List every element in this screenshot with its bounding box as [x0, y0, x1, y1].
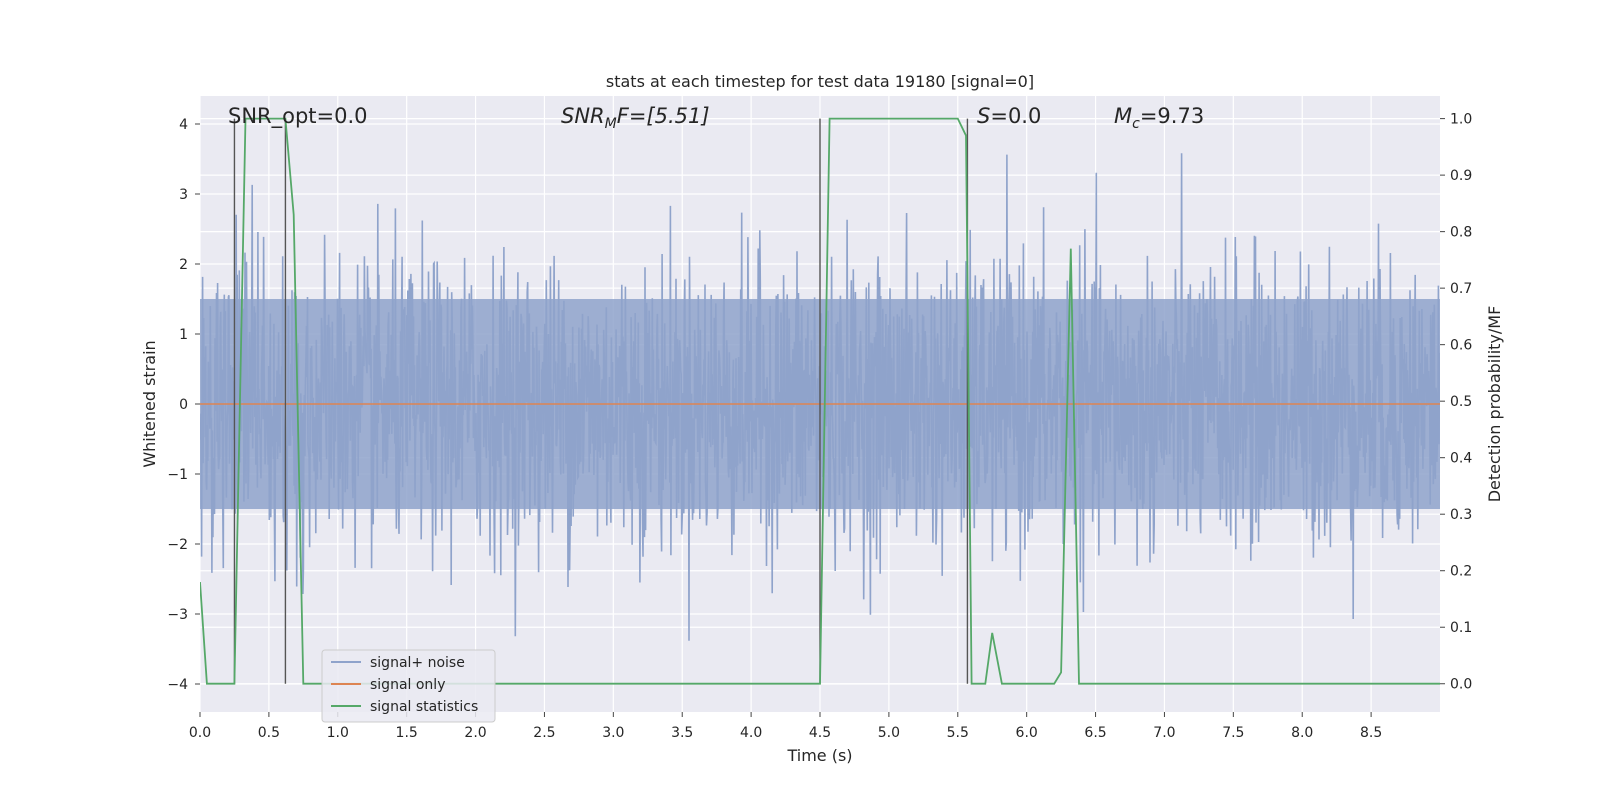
x-tick-label: 1.5 — [396, 725, 418, 741]
x-tick-label: 2.0 — [464, 725, 486, 741]
series-signal-statistics — [200, 117, 1440, 685]
annotation-mc: Mc=9.73 — [1114, 104, 1204, 132]
x-axis-ticks: 0.0 0.5 1.0 1.5 2.0 2.5 3.0 3.5 4.0 4.5 5.0 5.5 6.0 6… — [189, 712, 1382, 741]
annotation-snr-mf-tail: F=[5.51] — [617, 104, 710, 128]
y-right-tick-label: 0.2 — [1450, 564, 1472, 580]
y-right-tick-label: 0.0 — [1450, 677, 1472, 693]
x-tick-label: 8.5 — [1360, 725, 1382, 741]
x-tick-label: 6.5 — [1084, 725, 1106, 741]
y-right-tick-label: 0.1 — [1450, 620, 1472, 636]
x-tick-label: 3.0 — [602, 725, 624, 741]
x-tick-label: 1.0 — [327, 725, 349, 741]
y-right-tick-label: 0.4 — [1450, 451, 1472, 467]
annotation-snr-mf-sub: M — [605, 116, 617, 132]
y-left-tick-label: −1 — [167, 467, 188, 483]
y-axis-left-label: Whitened strain — [140, 340, 159, 467]
annotation-snr-mf-base: SNR — [561, 104, 605, 128]
y-right-tick-label: 0.7 — [1450, 281, 1472, 297]
y-right-tick-label: 0.3 — [1450, 507, 1472, 523]
annotation-s-tail: =0.0 — [990, 104, 1041, 128]
annotation-snr-opt: SNR_opt=0.0 — [228, 104, 368, 129]
legend-label-signal-statistics: signal statistics — [370, 699, 478, 715]
x-tick-label: 7.0 — [1153, 725, 1175, 741]
x-tick-label: 2.5 — [533, 725, 555, 741]
annotation-s: S=0.0 — [977, 104, 1041, 128]
legend: signal+ noise signal only signal statist… — [321, 649, 496, 723]
y-left-tick-label: 4 — [179, 117, 188, 133]
annotation-mc-sub: c — [1132, 116, 1140, 132]
annotation-mc-tail: =9.73 — [1140, 104, 1204, 128]
y-axis-right-label: Detection probability/MF — [1485, 306, 1504, 503]
annotation-s-base: S — [977, 104, 990, 128]
annotation-mc-base: M — [1114, 104, 1132, 128]
y-left-tick-label: 2 — [179, 257, 188, 273]
x-tick-label: 5.5 — [947, 725, 969, 741]
legend-label-signal-plus-noise: signal+ noise — [370, 655, 465, 671]
y-left-tick-label: −4 — [167, 677, 188, 693]
x-tick-label: 6.0 — [1016, 725, 1038, 741]
y-left-tick-label: 0 — [179, 397, 188, 413]
x-tick-label: 7.5 — [1222, 725, 1244, 741]
y-right-tick-label: 0.5 — [1450, 394, 1472, 410]
legend-box — [321, 649, 496, 723]
legend-label-signal-only: signal only — [370, 677, 445, 693]
y-left-tick-label: −3 — [167, 607, 188, 623]
y-left-tick-label: 3 — [179, 187, 188, 203]
x-tick-label: 8.0 — [1291, 725, 1313, 741]
x-tick-label: 4.5 — [809, 725, 831, 741]
y-right-tick-label: 1.0 — [1450, 112, 1472, 128]
x-tick-label: 3.5 — [671, 725, 693, 741]
x-tick-label: 4.0 — [740, 725, 762, 741]
x-tick-label: 0.0 — [189, 725, 211, 741]
annotation-snr-mf: SNRMF=[5.51] — [561, 104, 710, 132]
y-right-tick-label: 0.9 — [1450, 168, 1472, 184]
y-left-tick-label: −2 — [167, 537, 188, 553]
y-right-tick-label: 0.8 — [1450, 225, 1472, 241]
y-left-tick-label: 1 — [179, 327, 188, 343]
chart-title: stats at each timestep for test data 191… — [606, 72, 1034, 91]
x-axis-label: Time (s) — [786, 746, 852, 765]
y-axis-right-ticks: 0.0 0.1 0.2 0.3 0.4 0.5 0.6 0.7 0.8 0.9 1.0 — [1440, 112, 1472, 693]
y-axis-left-ticks: −4 −3 −2 −1 0 1 2 3 4 — [167, 117, 200, 693]
x-tick-label: 0.5 — [258, 725, 280, 741]
y-right-tick-label: 0.6 — [1450, 338, 1472, 354]
x-tick-label: 5.0 — [878, 725, 900, 741]
